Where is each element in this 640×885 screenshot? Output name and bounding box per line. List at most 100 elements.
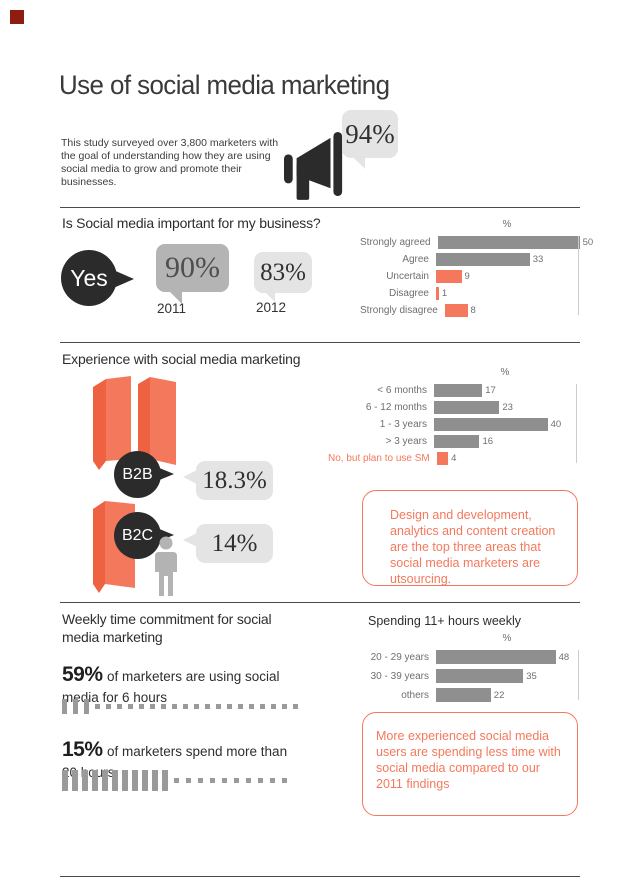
stat-2011-value: 90% bbox=[165, 251, 220, 284]
tick-bar bbox=[82, 770, 88, 791]
chart-row: > 3 years 16 bbox=[328, 435, 576, 448]
b2c-label: B2C bbox=[121, 526, 154, 544]
tick-bar bbox=[122, 770, 128, 791]
chart-axis-title: % bbox=[500, 367, 510, 378]
category-label: Strongly agreed bbox=[360, 237, 431, 248]
bar bbox=[436, 650, 556, 664]
bubble-tail bbox=[157, 467, 174, 481]
bar-value: 40 bbox=[550, 419, 562, 430]
chart-axis-title: % bbox=[502, 219, 512, 230]
b2b-ribbon-graphic bbox=[93, 376, 176, 470]
importance-bar-chart: % Strongly agreed 50 Agree 33 Uncertain 9 Disa… bbox=[360, 219, 593, 321]
tick-bar bbox=[112, 770, 118, 791]
category-label: Strongly disagree bbox=[360, 305, 438, 316]
section-time-heading: Weekly time commitment for social media … bbox=[62, 611, 272, 645]
tick-bar bbox=[92, 770, 98, 791]
b2b-value: 18.3% bbox=[202, 466, 267, 494]
tick-bar bbox=[102, 770, 108, 791]
tick-dot bbox=[246, 778, 251, 783]
bar bbox=[436, 452, 449, 465]
category-label: No, but plan to use SM bbox=[328, 453, 430, 464]
chart-row: Disagree 1 bbox=[360, 287, 593, 300]
experience-bar-chart: % < 6 months 17 6 - 12 months 23 1 - 3 years… bbox=[328, 367, 577, 469]
bubble-tail bbox=[183, 470, 197, 484]
tick-bar bbox=[132, 770, 138, 791]
category-label: Uncertain bbox=[386, 271, 429, 282]
tick-dot bbox=[227, 704, 232, 709]
tick-dot bbox=[186, 778, 191, 783]
tick-dot bbox=[117, 704, 122, 709]
bar-value: 4 bbox=[451, 453, 457, 464]
tick-dot bbox=[198, 778, 203, 783]
bar-value: 9 bbox=[464, 271, 470, 282]
chart-row: 20 - 29 years 48 bbox=[350, 650, 578, 664]
bar-value: 1 bbox=[441, 288, 448, 299]
spending-chart-title: Spending 11+ hours weekly bbox=[368, 614, 521, 628]
tick-dot bbox=[249, 704, 254, 709]
stat-2012-bubble: 83% bbox=[254, 252, 312, 302]
bar-value: 35 bbox=[526, 670, 537, 682]
intro-text: This study surveyed over 3,800 marketers… bbox=[61, 137, 279, 189]
tick-bar bbox=[73, 699, 78, 714]
bar-value: 23 bbox=[502, 402, 513, 413]
outsourcing-note: Design and development, analytics and co… bbox=[362, 490, 578, 586]
b2c-value: 14% bbox=[211, 529, 258, 557]
chart-row: < 6 months 17 bbox=[328, 384, 576, 397]
section-divider bbox=[60, 342, 580, 343]
stat-6-hours: 59% of marketers are using social media … bbox=[62, 661, 300, 709]
category-label: < 6 months bbox=[377, 385, 427, 396]
bubble-tail bbox=[352, 156, 365, 169]
bubble-tail bbox=[183, 533, 197, 547]
chart-rows: Strongly agreed 50 Agree 33 Uncertain 9 Disagr… bbox=[360, 236, 593, 317]
tick-dot bbox=[161, 704, 166, 709]
megaphone-icon bbox=[284, 132, 343, 200]
bar-value: 22 bbox=[493, 689, 505, 701]
tick-dot bbox=[293, 704, 298, 709]
bar bbox=[436, 270, 462, 283]
chart-axis-title: % bbox=[502, 633, 512, 644]
experience-spending-note: More experienced social media users are … bbox=[362, 712, 578, 816]
category-label: 20 - 29 years bbox=[370, 651, 429, 663]
logo-mark bbox=[10, 10, 24, 24]
chart-axis-line bbox=[578, 650, 579, 700]
tick-dot bbox=[270, 778, 275, 783]
bar-value: 16 bbox=[482, 436, 494, 447]
category-label: 6 - 12 months bbox=[365, 402, 427, 413]
chart-row: Agree 33 bbox=[360, 253, 593, 266]
chart-row: others 22 bbox=[350, 688, 578, 702]
bar bbox=[434, 384, 483, 397]
bubble-tail bbox=[111, 269, 134, 289]
chart-rows: 20 - 29 years 48 30 - 39 years 35 others 22 bbox=[350, 650, 579, 702]
bar-value: 17 bbox=[485, 385, 496, 396]
b2b-value-bubble: 18.3% bbox=[183, 461, 273, 500]
yes-bubble: Yes bbox=[61, 250, 134, 306]
stat-20-hours-value: 15% bbox=[62, 738, 103, 761]
spending-bar-chart: % 20 - 29 years 48 30 - 39 years 35 others 22 bbox=[350, 633, 579, 707]
bar-value: 48 bbox=[558, 651, 570, 663]
bar bbox=[444, 304, 468, 317]
tick-dot bbox=[95, 704, 100, 709]
bar bbox=[437, 236, 580, 249]
page-title: Use of social media marketing bbox=[59, 70, 390, 100]
bar bbox=[434, 401, 500, 414]
tick-bar bbox=[62, 770, 68, 791]
year-label-2012: 2012 bbox=[256, 300, 287, 315]
bubble-tail bbox=[168, 290, 182, 304]
category-label: Agree bbox=[402, 254, 429, 265]
stat-20-hours-ticks bbox=[62, 770, 292, 791]
category-label: > 3 years bbox=[385, 436, 427, 447]
tick-dot bbox=[271, 704, 276, 709]
stat-2011-bubble: 90% bbox=[156, 244, 229, 304]
tick-dot bbox=[282, 778, 287, 783]
tick-dot bbox=[205, 704, 210, 709]
year-label-2011: 2011 bbox=[157, 301, 187, 316]
tick-dot bbox=[260, 704, 265, 709]
bar-value: 33 bbox=[532, 254, 544, 265]
bar-value: 8 bbox=[470, 305, 476, 316]
tick-bar bbox=[72, 770, 78, 791]
category-label: 30 - 39 years bbox=[370, 670, 429, 682]
tick-dot bbox=[183, 704, 188, 709]
bar bbox=[436, 688, 491, 702]
chart-row: 1 - 3 years 40 bbox=[328, 418, 576, 431]
tick-dot bbox=[172, 704, 177, 709]
